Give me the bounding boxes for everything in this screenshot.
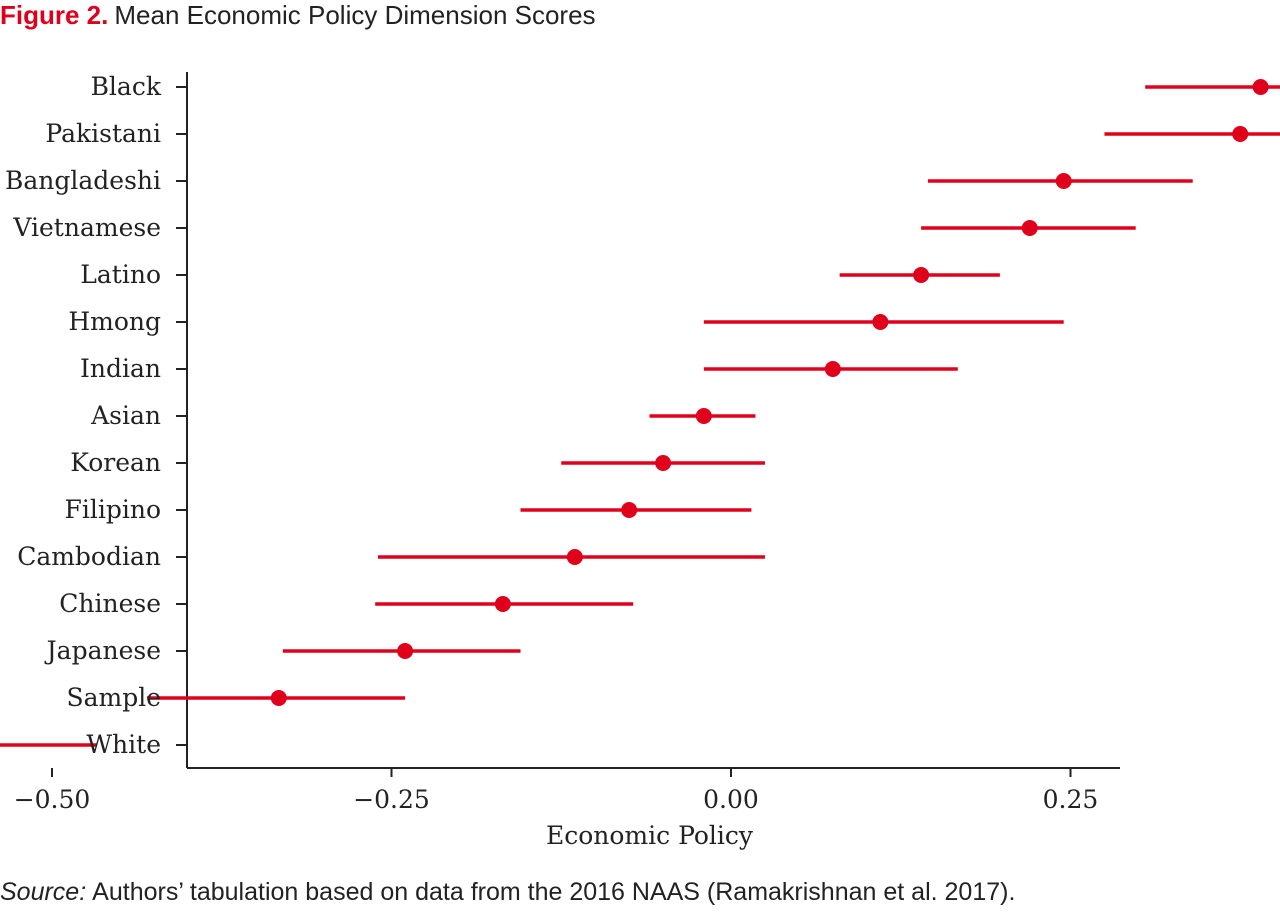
y-tick-label: Chinese bbox=[59, 589, 161, 618]
data-point bbox=[872, 314, 889, 330]
y-tick-label: Hmong bbox=[68, 307, 161, 336]
data-point bbox=[913, 267, 930, 283]
x-axis-title: Economic Policy bbox=[546, 821, 754, 850]
y-tick-label: Latino bbox=[80, 260, 161, 289]
y-tick-label: Sample bbox=[66, 683, 161, 712]
y-tick-label: Bangladeshi bbox=[5, 166, 161, 195]
y-tick-label: White bbox=[86, 730, 161, 759]
x-tick-label: 0.25 bbox=[1043, 785, 1099, 814]
figure-title-text: Mean Economic Policy Dimension Scores bbox=[114, 0, 596, 30]
data-points bbox=[270, 79, 1269, 706]
data-point bbox=[1232, 126, 1249, 142]
figure-title: Figure 2. Mean Economic Policy Dimension … bbox=[0, 0, 596, 30]
data-point bbox=[1252, 79, 1269, 95]
y-tick-label: Indian bbox=[80, 354, 161, 383]
y-tick-label: Filipino bbox=[65, 495, 161, 524]
chart-axes bbox=[51, 72, 1120, 777]
y-tick-label: Japanese bbox=[44, 636, 161, 665]
data-point bbox=[1021, 220, 1038, 236]
data-point bbox=[621, 502, 638, 518]
x-tick-label: −0.50 bbox=[14, 785, 91, 814]
source-text: Authors’ tabulation based on data from t… bbox=[92, 878, 1016, 906]
x-tick-label: −0.25 bbox=[353, 785, 430, 814]
data-point bbox=[655, 455, 672, 471]
y-tick-label: Black bbox=[91, 72, 162, 101]
x-tick-label: 0.00 bbox=[703, 785, 759, 814]
data-point bbox=[695, 408, 712, 424]
y-tick-label: Asian bbox=[90, 401, 161, 430]
figure-number: Figure 2. bbox=[0, 0, 109, 30]
y-tick-label: Korean bbox=[70, 448, 161, 477]
source-label: Source: bbox=[0, 878, 87, 906]
data-point bbox=[566, 549, 583, 565]
y-tick-label: Pakistani bbox=[45, 119, 161, 148]
y-tick-label: Cambodian bbox=[17, 542, 161, 571]
y-tick-labels: Black Pakistani Bangladeshi Vietnamese Latin… bbox=[5, 72, 162, 759]
data-point bbox=[824, 361, 841, 377]
error-bars bbox=[0, 85, 1280, 747]
data-point bbox=[494, 596, 511, 612]
data-point bbox=[270, 690, 287, 706]
y-tick-label: Vietnamese bbox=[12, 213, 161, 242]
x-tick-labels: −0.75−0.50−0.250.000.250.50 bbox=[14, 785, 1099, 814]
data-point bbox=[1055, 173, 1072, 189]
data-point bbox=[397, 643, 414, 659]
source-note: Source: Authors’ tabulation based on data… bbox=[0, 876, 1015, 908]
